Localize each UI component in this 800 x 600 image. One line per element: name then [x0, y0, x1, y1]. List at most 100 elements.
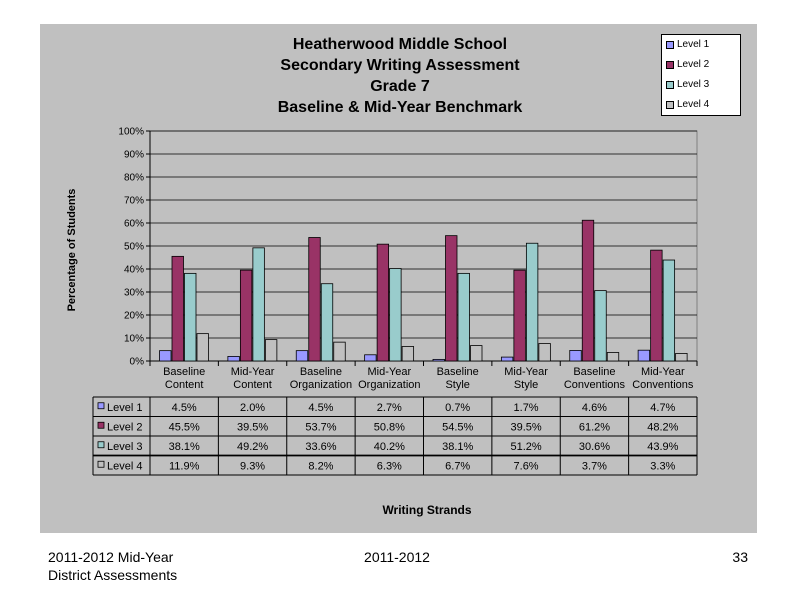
bar-level-2 [376, 243, 390, 362]
table-row-label: Level 3 [107, 441, 142, 453]
category-label: Mid-Year [641, 366, 685, 378]
bar-level-4 [538, 343, 551, 362]
bar-level-4 [264, 339, 278, 362]
table-cell: 3.7% [582, 460, 607, 472]
legend-swatch-level-4 [666, 101, 674, 109]
table-row-label: Level 2 [107, 421, 142, 433]
y-tick-label: 10% [124, 334, 144, 345]
y-tick-label: 60% [124, 219, 144, 230]
bar-level-2 [239, 269, 253, 362]
category-label: Baseline [300, 366, 342, 378]
bar-level-1 [432, 358, 445, 362]
category-label: Style [514, 379, 538, 391]
legend-swatch-level-3 [666, 81, 674, 89]
bar-level-2 [581, 219, 595, 362]
bar-level-1 [295, 350, 309, 362]
bar-level-4 [470, 345, 483, 362]
table-cell: 4.7% [650, 402, 675, 414]
chart-title-line-1: Heatherwood Middle School [292, 36, 508, 53]
bar-level-2 [308, 237, 321, 362]
table-row-label: Level 4 [107, 460, 142, 472]
table-cell: 7.6% [514, 460, 539, 472]
bar-level-1 [500, 356, 514, 362]
table-cell: 38.1% [442, 441, 473, 453]
page-number: 33 [732, 549, 748, 565]
table-swatch-level-1 [97, 402, 105, 410]
bar-level-4 [606, 352, 620, 362]
y-tick-label: 80% [124, 173, 144, 184]
chart-title-line-4: Baseline & Mid-Year Benchmark [277, 99, 523, 116]
y-tick-label: 0% [130, 357, 145, 368]
legend-label-level-2: Level 2 [677, 59, 710, 70]
table-cell: 9.3% [240, 460, 265, 472]
table-swatch-level-4 [97, 460, 105, 468]
table-cell: 6.7% [445, 460, 470, 472]
table-cell: 51.2% [510, 441, 541, 453]
table-cell: 61.2% [579, 421, 610, 433]
table-cell: 4.5% [308, 402, 333, 414]
bar-level-1 [159, 350, 172, 362]
bar-level-3 [594, 290, 607, 362]
table-cell: 6.3% [377, 460, 402, 472]
category-label: Baseline [437, 366, 479, 378]
bar-level-4 [333, 341, 346, 362]
table-cell: 39.5% [237, 421, 268, 433]
bar-level-2 [650, 249, 663, 362]
category-label: Mid-Year [504, 366, 548, 378]
table-swatch-level-3 [97, 441, 105, 449]
category-label: Baseline [573, 366, 615, 378]
bar-level-3 [252, 247, 265, 362]
category-label: Organization [290, 379, 352, 391]
table-cell: 8.2% [308, 460, 333, 472]
bar-level-3 [320, 283, 334, 362]
bar-level-2 [513, 269, 526, 362]
table-cell: 4.5% [172, 402, 197, 414]
bar-level-1 [227, 355, 240, 362]
category-label: Content [233, 379, 272, 391]
bar-level-4 [401, 346, 415, 362]
table-cell: 4.6% [582, 402, 607, 414]
legend-label-level-3: Level 3 [677, 79, 710, 90]
footer-year: 2011-2012 [364, 549, 430, 565]
chart-title-line-3: Grade 7 [370, 78, 430, 95]
category-label: Content [165, 379, 204, 391]
bar-level-2 [445, 235, 458, 362]
table-cell: 30.6% [579, 441, 610, 453]
table-cell: 40.2% [374, 441, 405, 453]
legend-swatch-level-1 [666, 41, 674, 49]
legend-label-level-4: Level 4 [677, 99, 710, 110]
table-cell: 0.7% [445, 402, 470, 414]
bar-level-3 [662, 259, 676, 362]
bar-level-4 [675, 353, 688, 362]
table-row-label: Level 1 [107, 402, 142, 414]
table-cell: 3.3% [650, 460, 675, 472]
category-label: Mid-Year [231, 366, 275, 378]
y-tick-label: 50% [124, 242, 144, 253]
footer-period: 2011-2012 Mid-Year [48, 549, 174, 565]
legend-label-level-1: Level 1 [677, 39, 710, 50]
y-tick-label: 90% [124, 150, 144, 161]
x-axis-title: Writing Strands [382, 503, 472, 517]
legend: Level 1 Level 2 Level 3 Level 4 [661, 34, 741, 116]
y-tick-label: 40% [124, 265, 144, 276]
table-cell: 43.9% [647, 441, 678, 453]
y-tick-label: 70% [124, 196, 144, 207]
y-tick-label: 20% [124, 311, 144, 322]
table-cell: 33.6% [305, 441, 336, 453]
category-label: Conventions [632, 379, 694, 391]
table-cell: 45.5% [169, 421, 200, 433]
legend-swatch-level-2 [666, 61, 674, 69]
category-label: Baseline [163, 366, 205, 378]
table-cell: 1.7% [514, 402, 539, 414]
table-cell: 39.5% [510, 421, 541, 433]
category-label: Mid-Year [368, 366, 412, 378]
table-cell: 54.5% [442, 421, 473, 433]
table-cell: 49.2% [237, 441, 268, 453]
bar-level-3 [457, 272, 470, 362]
bar-level-1 [569, 350, 582, 362]
table-cell: 50.8% [374, 421, 405, 433]
footer-assessment-name: District Assessments [48, 567, 178, 583]
category-label: Conventions [564, 379, 626, 391]
bar-level-3 [525, 242, 539, 362]
